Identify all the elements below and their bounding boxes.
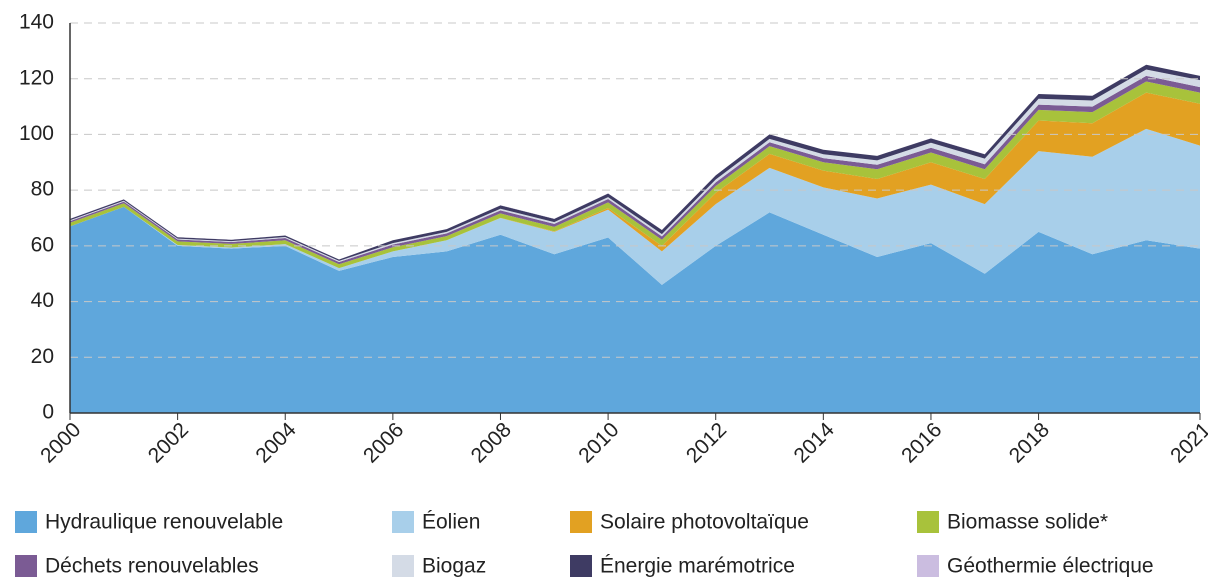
legend-swatch: [15, 555, 37, 577]
x-tick-label: 2016: [897, 418, 946, 467]
y-tick-label: 0: [42, 401, 54, 424]
legend-label: Géothermie électrique: [947, 555, 1154, 578]
x-tick-label: 2000: [36, 418, 85, 467]
x-tick-label: 2004: [251, 418, 301, 468]
y-tick-label: 20: [31, 345, 54, 368]
legend-label: Déchets renouvelables: [45, 555, 259, 578]
y-tick-label: 40: [31, 289, 54, 312]
x-tick-label: 2018: [1005, 418, 1054, 467]
legend-swatch: [917, 555, 939, 577]
legend-label: Éolien: [422, 511, 480, 534]
legend-label: Biomasse solide*: [947, 511, 1108, 534]
legend-swatch: [917, 511, 939, 533]
x-tick-label: 2021: [1166, 418, 1208, 467]
x-tick-label: 2010: [574, 418, 623, 467]
y-tick-label: 100: [19, 122, 54, 145]
x-tick-label: 2006: [359, 418, 408, 467]
legend-swatch: [392, 555, 414, 577]
legend-swatch: [570, 511, 592, 533]
legend-label: Énergie marémotrice: [600, 555, 795, 578]
y-tick-label: 60: [31, 233, 54, 256]
legend-swatch: [392, 511, 414, 533]
y-tick-label: 120: [19, 66, 54, 89]
y-tick-label: 140: [19, 11, 54, 34]
legend-swatch: [570, 555, 592, 577]
y-tick-label: 80: [31, 178, 54, 201]
area: [70, 92, 1200, 269]
area: [70, 81, 1200, 269]
legend-label: Hydraulique renouvelable: [45, 511, 283, 534]
legend-swatch: [15, 511, 37, 533]
x-tick-label: 2002: [144, 418, 193, 467]
legend-label: Biogaz: [422, 555, 486, 578]
x-tick-label: 2014: [789, 418, 839, 468]
legend-label: Solaire photovoltaïque: [600, 511, 809, 534]
x-tick-label: 2008: [467, 418, 516, 467]
area: [70, 206, 1200, 413]
x-tick-label: 2012: [682, 418, 731, 467]
